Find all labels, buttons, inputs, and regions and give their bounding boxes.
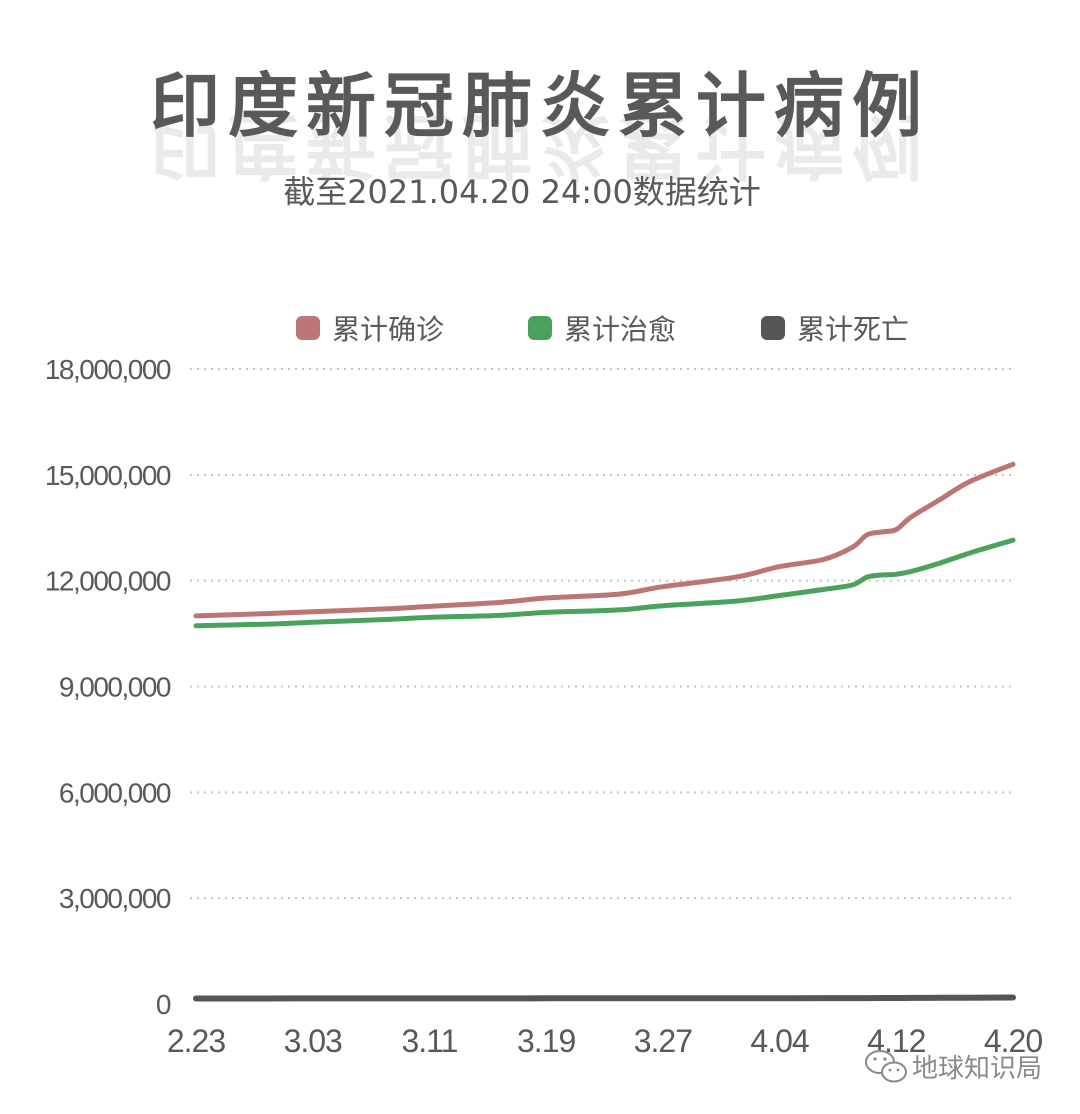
x-tick-label: 2.23 (167, 1023, 225, 1059)
chart-subtitle: 截至2021.04.20 24:00数据统计 (283, 173, 761, 211)
wechat-icon (865, 1050, 907, 1083)
legend-label-confirmed: 累计确诊 (332, 313, 444, 346)
y-tick-label: 15,000,000 (45, 460, 171, 491)
title-reflection-text: 印度新冠肺炎累计病例 (150, 105, 930, 188)
series-line-confirmed (193, 461, 1016, 619)
chart-title: 印度新冠肺炎累计病例 (150, 64, 930, 147)
legend-label-deaths: 累计死亡 (797, 313, 909, 346)
y-tick-label: 18,000,000 (45, 354, 171, 385)
y-tick-label: 3,000,000 (59, 883, 171, 914)
series-line-recovered (193, 537, 1016, 629)
x-tick-label: 4.20 (984, 1023, 1042, 1059)
legend-swatch-recovered (528, 316, 552, 340)
watermark: 地球知识局 (865, 1050, 1042, 1084)
x-tick-label: 3.19 (517, 1023, 575, 1059)
legend-label-recovered: 累计治愈 (564, 313, 676, 346)
y-tick-label: 6,000,000 (59, 777, 171, 808)
series-lines (193, 461, 1016, 1002)
series-line-deaths (193, 994, 1016, 1002)
gridlines (190, 368, 1013, 900)
y-tick-label: 9,000,000 (59, 672, 171, 703)
legend: 累计确诊 累计治愈 累计死亡 (296, 313, 909, 346)
y-tick-label: 0 (156, 989, 171, 1020)
title-reflection: 印度新冠肺炎累计病例 (150, 105, 930, 188)
x-tick-label: 3.27 (634, 1023, 692, 1059)
legend-swatch-deaths (761, 316, 785, 340)
x-axis-ticks: 2.23 3.03 3.11 3.19 3.27 4.04 4.12 4.20 (167, 1023, 1043, 1059)
y-axis-ticks: 0 3,000,000 6,000,000 9,000,000 12,000,000 15… (45, 354, 173, 1020)
y-tick-label: 12,000,000 (45, 566, 171, 597)
x-tick-label: 4.04 (750, 1023, 808, 1059)
legend-swatch-confirmed (296, 316, 320, 340)
watermark-text: 地球知识局 (912, 1054, 1042, 1084)
x-tick-label: 3.11 (401, 1023, 457, 1059)
x-tick-label: 4.12 (867, 1023, 925, 1059)
x-tick-label: 3.03 (284, 1023, 342, 1059)
